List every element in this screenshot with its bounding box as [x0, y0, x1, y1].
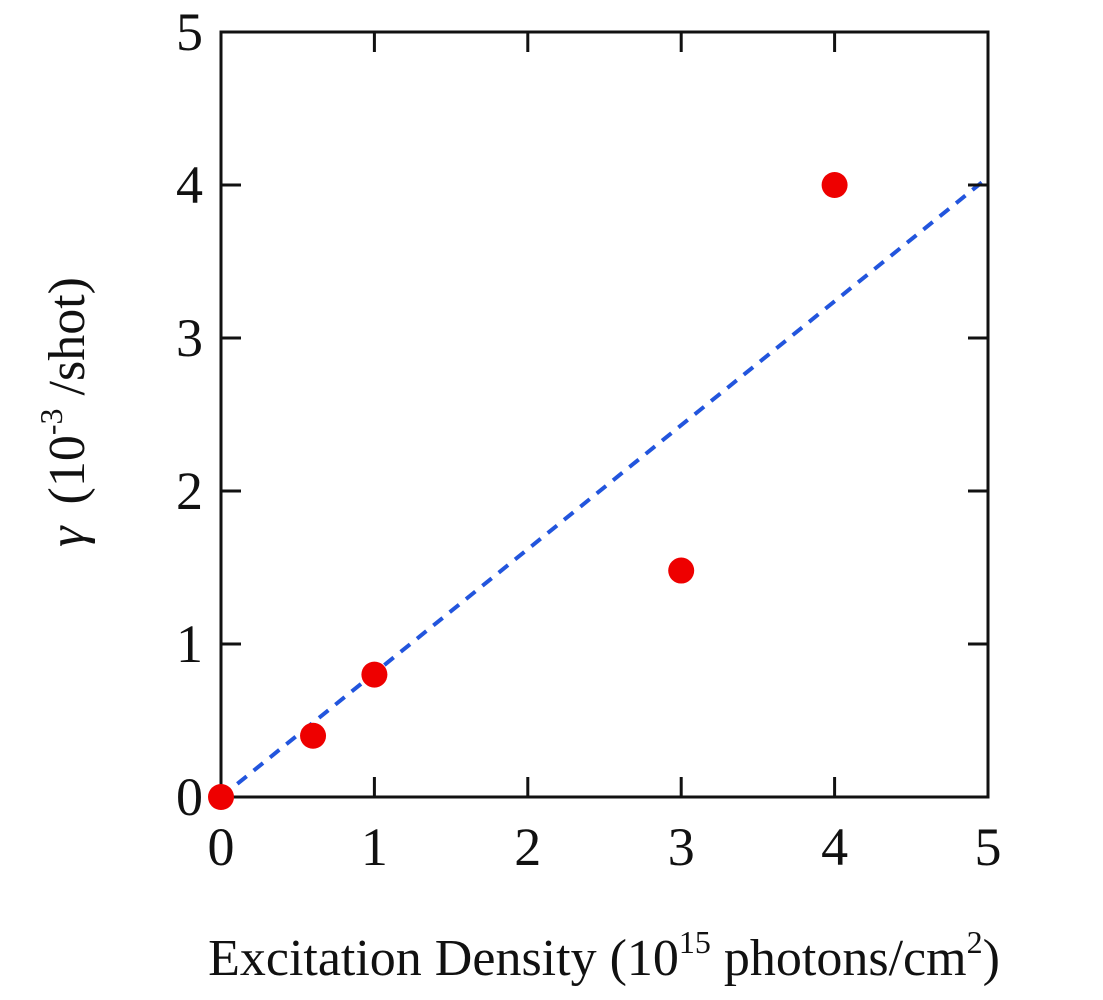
- fit-line-layer: [219, 175, 990, 799]
- y-axis-title-symbol: γ: [39, 525, 96, 547]
- tick-layer: [219, 30, 990, 799]
- y-tick-label: 1: [176, 614, 203, 674]
- data-point: [300, 722, 327, 749]
- x-tick-label: 4: [821, 817, 848, 877]
- x-tick-label: 5: [975, 817, 1002, 877]
- x-tick-label: 0: [208, 817, 235, 877]
- data-point: [668, 557, 695, 584]
- data-point-layer: [208, 172, 848, 810]
- y-axis-title-suffix: /shot): [39, 277, 96, 408]
- x-axis-title-prefix: Excitation Density (10: [208, 930, 679, 987]
- x-axis-title: Excitation Density (1015 photons/cm2): [208, 924, 1000, 987]
- x-tick-label: 3: [668, 817, 695, 877]
- x-tick-label: 2: [514, 817, 541, 877]
- x-axis-title-exponent: 15: [679, 924, 711, 960]
- y-axis-title-prefix: (10: [39, 435, 96, 504]
- x-axis-title-suffix: ): [983, 930, 1000, 987]
- y-tick-label: 0: [176, 767, 203, 827]
- data-point: [208, 784, 234, 810]
- data-point: [361, 661, 388, 688]
- y-tick-label: 3: [176, 308, 203, 368]
- x-axis-title-middle: photons/cm: [711, 930, 967, 987]
- plot-frame: [219, 30, 990, 799]
- linear-fit-line: [219, 175, 990, 799]
- y-tick-label: 4: [176, 155, 203, 215]
- y-tick-label: 2: [176, 461, 203, 521]
- x-tick-labels: 0 1 2 3 4 5: [208, 817, 1002, 877]
- x-axis-title-unit-exponent: 2: [967, 924, 983, 960]
- y-tick-labels: 0 1 2 3 4 5: [176, 2, 203, 827]
- y-axis-title-exponent: -3: [33, 408, 69, 435]
- x-tick-label: 1: [361, 817, 388, 877]
- y-axis-title: γ (10-3 /shot): [33, 277, 96, 547]
- y-tick-label: 5: [176, 2, 203, 62]
- data-point: [821, 172, 848, 198]
